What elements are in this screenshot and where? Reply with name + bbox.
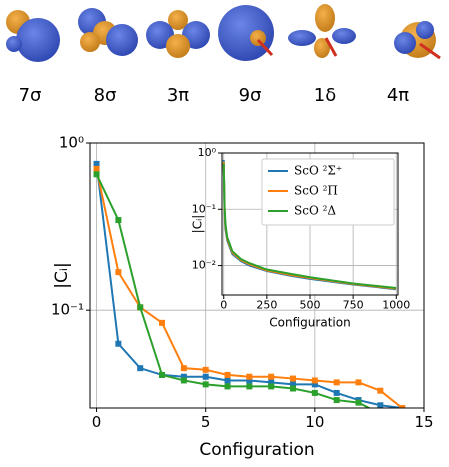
marker bbox=[93, 165, 100, 172]
marker bbox=[311, 389, 318, 396]
marker bbox=[246, 373, 253, 380]
y-tick-label: 10⁻² bbox=[192, 259, 216, 272]
marker bbox=[399, 405, 406, 408]
marker bbox=[224, 377, 231, 384]
marker bbox=[202, 373, 209, 380]
y-axis-label: |Cᵢ| bbox=[191, 215, 205, 234]
marker bbox=[202, 366, 209, 373]
marker bbox=[333, 389, 340, 396]
x-axis-label: Configuration bbox=[199, 440, 314, 460]
marker bbox=[290, 381, 297, 388]
orbital-label: 9σ bbox=[239, 85, 262, 106]
y-tick-label: 10⁰ bbox=[59, 134, 84, 152]
orbital-label: 3π bbox=[167, 85, 189, 106]
orbital-label: 8σ bbox=[94, 85, 117, 106]
x-tick-label: 5 bbox=[201, 413, 211, 431]
marker bbox=[202, 381, 209, 388]
marker bbox=[115, 340, 122, 347]
marker bbox=[290, 385, 297, 392]
marker bbox=[115, 217, 122, 224]
x-tick-label: 0 bbox=[220, 298, 227, 311]
marker bbox=[224, 371, 231, 378]
marker bbox=[377, 387, 384, 394]
legend-label: ScO ²Π bbox=[294, 184, 338, 198]
series-group bbox=[93, 160, 406, 417]
marker bbox=[180, 373, 187, 380]
marker bbox=[115, 269, 122, 276]
marker bbox=[268, 373, 275, 380]
y-tick-label: 10⁻¹ bbox=[51, 301, 84, 319]
marker bbox=[311, 377, 318, 384]
marker bbox=[246, 377, 253, 384]
marker bbox=[159, 319, 166, 326]
orbital-label: 7σ bbox=[19, 85, 42, 106]
y-axis-label: |Cᵢ| bbox=[52, 262, 72, 288]
marker bbox=[268, 379, 275, 386]
inset-chart: 0 250 500 750 1000 10⁻² 10⁻¹ 10⁰ Configuration |C… bbox=[191, 146, 411, 330]
marker bbox=[333, 397, 340, 404]
legend-label: ScO ²Σ⁺ bbox=[294, 164, 342, 178]
x-tick-label: 250 bbox=[256, 298, 277, 311]
marker bbox=[137, 365, 144, 372]
series-group bbox=[222, 160, 397, 291]
marker bbox=[268, 383, 275, 390]
y-tick-label: 10⁻¹ bbox=[192, 202, 216, 215]
x-axis-label: Configuration bbox=[269, 316, 350, 330]
marker bbox=[377, 402, 384, 408]
marker bbox=[333, 379, 340, 386]
orbital-labels: 7σ 8σ 3π 9σ 1δ 4π bbox=[19, 85, 410, 106]
orbital-label: 4π bbox=[387, 85, 409, 106]
axes-frame bbox=[89, 142, 425, 409]
x-tick-label: 0 bbox=[92, 413, 102, 431]
marker bbox=[355, 399, 362, 406]
marker bbox=[93, 171, 100, 178]
x-tick-label: 15 bbox=[414, 413, 433, 431]
marker bbox=[377, 411, 383, 417]
marker bbox=[355, 379, 362, 386]
marker bbox=[137, 304, 144, 311]
orbital-label: 1δ bbox=[314, 85, 336, 106]
x-tick-label: 750 bbox=[343, 298, 364, 311]
orbital-images bbox=[6, 4, 441, 62]
y-tick-label: 10⁰ bbox=[198, 146, 217, 159]
axes-frame bbox=[221, 152, 399, 296]
marker bbox=[180, 377, 187, 384]
x-tick-label: 1000 bbox=[382, 298, 410, 311]
marker bbox=[159, 371, 166, 378]
marker bbox=[290, 375, 297, 382]
x-tick-label: 10 bbox=[305, 413, 324, 431]
series-line bbox=[95, 173, 372, 408]
marker bbox=[311, 381, 318, 388]
marker bbox=[180, 365, 187, 372]
marker bbox=[224, 383, 231, 390]
marker bbox=[246, 383, 253, 390]
marker bbox=[93, 160, 100, 167]
legend-box bbox=[261, 158, 395, 226]
legend-label: ScO ²Δ bbox=[294, 204, 336, 218]
x-tick-label: 500 bbox=[300, 298, 321, 311]
series-line bbox=[222, 163, 397, 289]
